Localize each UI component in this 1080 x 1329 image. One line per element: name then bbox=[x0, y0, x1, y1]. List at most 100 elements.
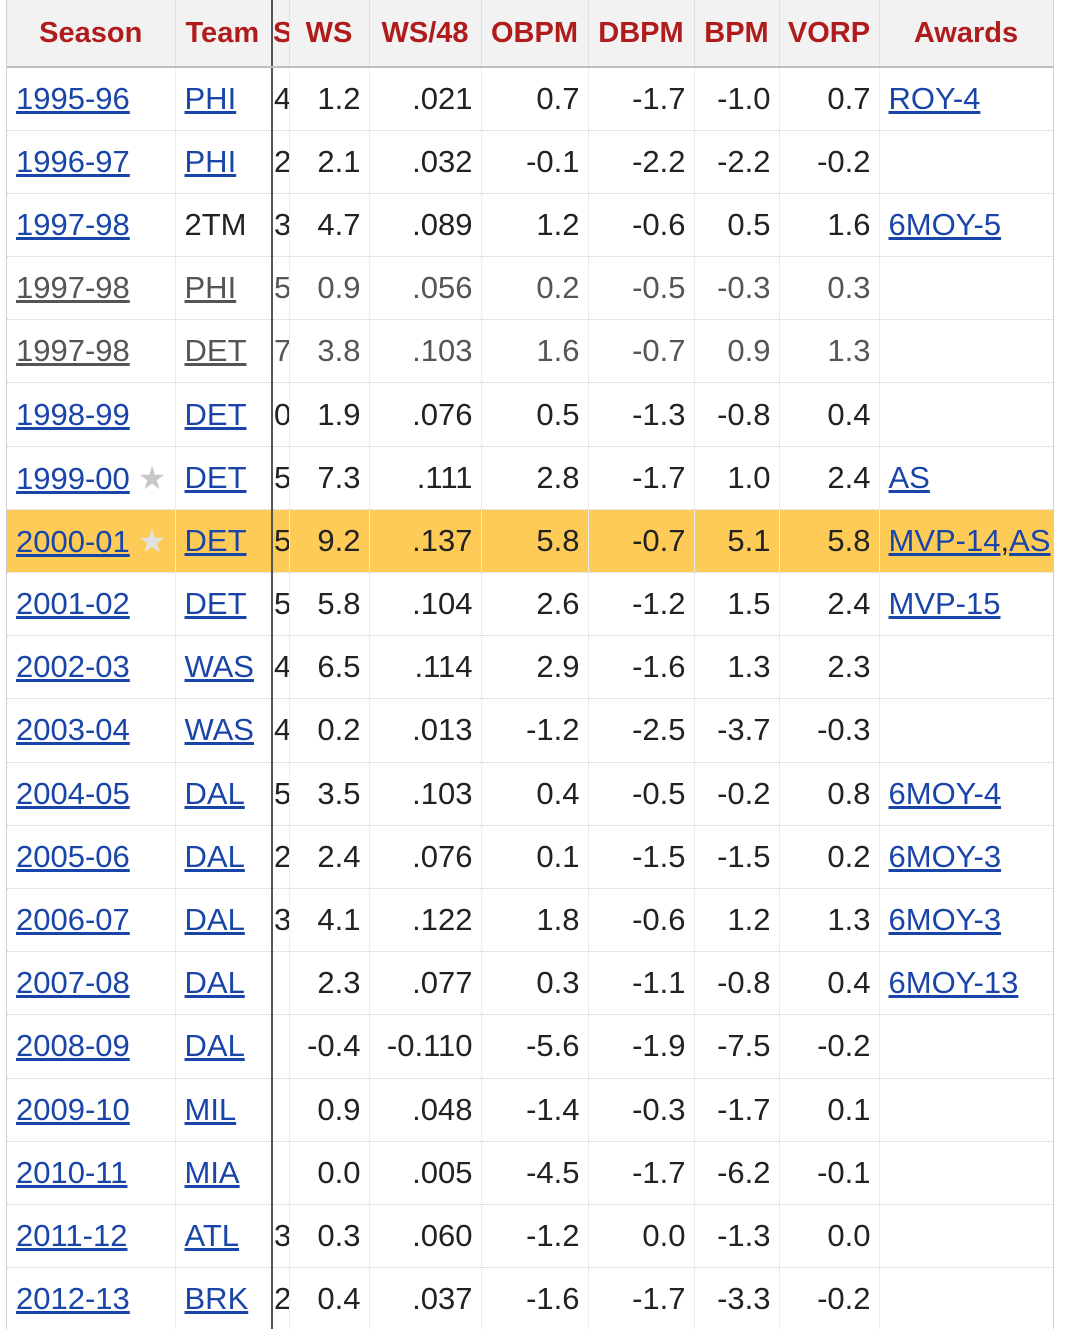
all-star-icon: ★ bbox=[137, 459, 167, 496]
bpm-cell: -7.5 bbox=[694, 1014, 780, 1079]
team-cell: MIA bbox=[175, 1141, 273, 1205]
team-link[interactable]: DAL bbox=[184, 838, 245, 874]
season-link[interactable]: 2005-06 bbox=[16, 838, 130, 874]
ws-cell: 6.5 bbox=[289, 635, 370, 700]
award-link[interactable]: 6MOY-3 bbox=[888, 902, 1002, 938]
awards-cell: 6MOY-5 bbox=[879, 193, 1053, 258]
season-link[interactable]: 1998-99 bbox=[16, 396, 130, 432]
season-link[interactable]: 2003-04 bbox=[16, 712, 130, 748]
season-link[interactable]: 1995-96 bbox=[16, 80, 130, 116]
season-link[interactable]: 1999-00 bbox=[16, 460, 130, 496]
season-link[interactable]: 2006-07 bbox=[16, 902, 130, 938]
ws48-cell: .089 bbox=[369, 193, 482, 258]
hidden-column-cell: 4 bbox=[271, 635, 290, 700]
team-link[interactable]: DET bbox=[184, 459, 247, 495]
team-link[interactable]: DAL bbox=[184, 965, 245, 1001]
team-link[interactable]: DET bbox=[184, 333, 247, 369]
season-link[interactable]: 2000-01 bbox=[16, 523, 130, 559]
season-cell: 1997-98 bbox=[7, 256, 176, 321]
season-link[interactable]: 2009-10 bbox=[16, 1091, 130, 1127]
ws48-cell: .114 bbox=[369, 635, 482, 700]
ws-cell: 2.1 bbox=[289, 130, 370, 194]
team-link[interactable]: PHI bbox=[184, 143, 237, 179]
header-ws[interactable]: WS bbox=[289, 0, 370, 68]
award-link[interactable]: 6MOY-4 bbox=[888, 775, 1002, 811]
season-link[interactable]: 1996-97 bbox=[16, 143, 130, 179]
award-link[interactable]: MVP-14 bbox=[888, 522, 1001, 558]
season-link[interactable]: 2011-12 bbox=[16, 1217, 128, 1253]
season-link[interactable]: 1997-98 bbox=[16, 270, 130, 306]
team-link[interactable]: MIA bbox=[184, 1154, 240, 1190]
advanced-stats-table-container[interactable]: Season Team S WS WS/48 OBPM DBPM BPM VOR… bbox=[6, 0, 1054, 1329]
advanced-stats-table: Season Team S WS WS/48 OBPM DBPM BPM VOR… bbox=[7, 0, 1053, 1329]
award-link[interactable]: ROY-4 bbox=[888, 80, 981, 116]
header-season[interactable]: Season bbox=[7, 0, 176, 68]
team-link[interactable]: DET bbox=[184, 522, 247, 558]
hidden-column-cell: 4 bbox=[271, 67, 290, 131]
team-link[interactable]: ATL bbox=[184, 1217, 240, 1253]
hidden-column-cell bbox=[271, 951, 290, 1016]
ws48-cell: .137 bbox=[369, 509, 482, 574]
award-separator: , bbox=[1000, 522, 1010, 558]
season-link[interactable]: 2002-03 bbox=[16, 649, 130, 685]
team-link[interactable]: DET bbox=[184, 396, 247, 432]
team-cell: DAL bbox=[175, 951, 273, 1016]
obpm-cell: 1.8 bbox=[481, 888, 589, 953]
bpm-cell: 1.2 bbox=[694, 888, 780, 953]
team-cell: DET bbox=[175, 446, 273, 510]
obpm-cell: 0.2 bbox=[481, 256, 589, 321]
team-link[interactable]: PHI bbox=[184, 80, 237, 116]
header-vorp[interactable]: VORP bbox=[779, 0, 880, 68]
dbpm-cell: -0.7 bbox=[588, 509, 695, 574]
season-link[interactable]: 1997-98 bbox=[16, 333, 130, 369]
header-team[interactable]: Team bbox=[175, 0, 273, 68]
bpm-cell: 5.1 bbox=[694, 509, 780, 574]
bpm-cell: 0.9 bbox=[694, 319, 780, 384]
hidden-column-cell: 7 bbox=[271, 319, 290, 384]
header-obpm[interactable]: OBPM bbox=[481, 0, 589, 68]
team-link[interactable]: DAL bbox=[184, 775, 245, 811]
season-link[interactable]: 2008-09 bbox=[16, 1028, 130, 1064]
season-link[interactable]: 1997-98 bbox=[16, 206, 130, 242]
vorp-cell: -0.2 bbox=[779, 1267, 880, 1329]
ws48-cell: .005 bbox=[369, 1141, 482, 1205]
award-link[interactable]: AS bbox=[888, 459, 930, 495]
season-link[interactable]: 2004-05 bbox=[16, 775, 130, 811]
header-bpm[interactable]: BPM bbox=[694, 0, 780, 68]
team-cell: DAL bbox=[175, 888, 273, 953]
season-link[interactable]: 2012-13 bbox=[16, 1281, 130, 1317]
header-hidden-column[interactable]: S bbox=[271, 0, 290, 68]
bpm-cell: -6.2 bbox=[694, 1141, 780, 1205]
header-awards[interactable]: Awards bbox=[879, 0, 1053, 68]
award-link[interactable]: AS bbox=[1009, 522, 1051, 558]
header-ws48[interactable]: WS/48 bbox=[369, 0, 482, 68]
awards-cell bbox=[879, 1078, 1053, 1142]
awards-cell: AS bbox=[879, 446, 1053, 510]
awards-cell: ROY-4 bbox=[879, 67, 1053, 131]
team-link[interactable]: WAS bbox=[184, 649, 254, 685]
season-link[interactable]: 2001-02 bbox=[16, 586, 130, 622]
team-link[interactable]: PHI bbox=[184, 270, 237, 306]
team-link[interactable]: MIL bbox=[184, 1091, 237, 1127]
team-link[interactable]: WAS bbox=[184, 712, 254, 748]
awards-cell bbox=[879, 635, 1053, 700]
season-link[interactable]: 2007-08 bbox=[16, 965, 130, 1001]
ws48-cell: .076 bbox=[369, 825, 482, 889]
award-link[interactable]: 6MOY-13 bbox=[888, 965, 1019, 1001]
season-link[interactable]: 2010-11 bbox=[16, 1154, 128, 1190]
award-link[interactable]: 6MOY-3 bbox=[888, 838, 1002, 874]
ws-cell: 9.2 bbox=[289, 509, 370, 574]
header-dbpm[interactable]: DBPM bbox=[588, 0, 695, 68]
team-cell: ATL bbox=[175, 1204, 273, 1269]
team-link[interactable]: BRK bbox=[184, 1281, 249, 1317]
vorp-cell: 0.4 bbox=[779, 951, 880, 1016]
obpm-cell: 5.8 bbox=[481, 509, 589, 574]
team-link[interactable]: DAL bbox=[184, 902, 245, 938]
award-link[interactable]: 6MOY-5 bbox=[888, 206, 1002, 242]
team-link[interactable]: DET bbox=[184, 586, 247, 622]
team-link[interactable]: DAL bbox=[184, 1028, 245, 1064]
award-link[interactable]: MVP-15 bbox=[888, 586, 1001, 622]
